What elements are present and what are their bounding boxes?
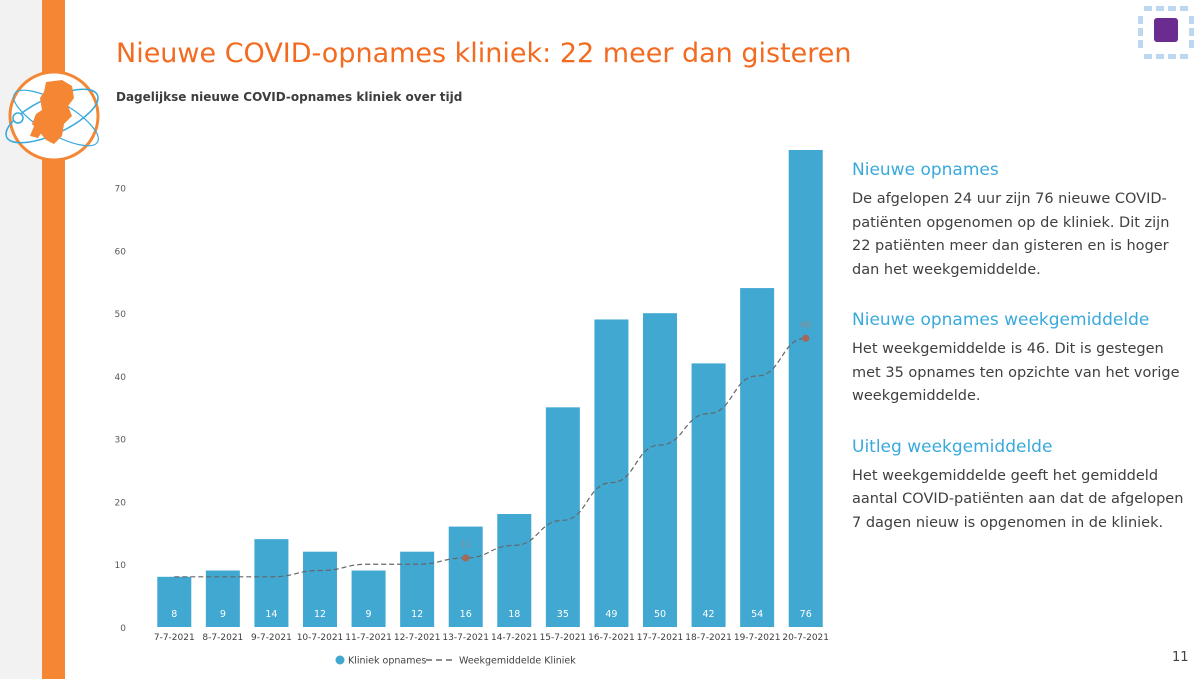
y-tick-label: 30 bbox=[115, 436, 127, 446]
bar-value-label: 9 bbox=[366, 609, 372, 620]
bar bbox=[254, 539, 289, 627]
y-tick-label: 70 bbox=[115, 185, 127, 195]
bar-value-label: 54 bbox=[751, 609, 763, 620]
bar-value-label: 8 bbox=[171, 609, 177, 620]
grid-square-logo-icon bbox=[1138, 6, 1194, 59]
bar bbox=[303, 551, 337, 627]
bar-value-label: 42 bbox=[703, 609, 715, 620]
x-tick-label: 15-7-2021 bbox=[540, 633, 587, 643]
bar-value-label: 12 bbox=[411, 609, 423, 620]
section-heading: Nieuwe opnames bbox=[852, 160, 999, 180]
bar bbox=[351, 570, 386, 627]
bar-value-label: 16 bbox=[460, 609, 472, 620]
y-tick-label: 10 bbox=[115, 561, 127, 571]
bar bbox=[497, 514, 532, 627]
explanation-panel: Nieuwe opnames De afgelopen 24 uur zijn … bbox=[852, 160, 1192, 563]
section-body: Het weekgemiddelde is 46. Dit is gestege… bbox=[852, 341, 1180, 404]
bar-value-label: 18 bbox=[508, 609, 520, 620]
x-tick-label: 7-7-2021 bbox=[154, 633, 195, 643]
average-point-marker bbox=[462, 554, 470, 562]
bar-value-label: 76 bbox=[800, 609, 812, 620]
chart-subtitle: Dagelijkse nieuwe COVID-opnames kliniek … bbox=[116, 90, 463, 104]
bar-value-label: 49 bbox=[605, 609, 617, 620]
x-tick-label: 19-7-2021 bbox=[734, 633, 781, 643]
average-point-marker bbox=[802, 334, 810, 342]
x-tick-label: 20-7-2021 bbox=[782, 633, 829, 643]
section-body: De afgelopen 24 uur zijn 76 nieuwe COVID… bbox=[852, 191, 1170, 278]
admissions-chart: 0 10 20 30 40 50 60 70 8 9 14 12 9 12 16 18 35 49 50 42 54 7… bbox=[115, 150, 829, 667]
average-line-series: 11 46 bbox=[174, 320, 812, 578]
x-tick-label: 18-7-2021 bbox=[685, 633, 732, 643]
legend-bar-swatch bbox=[335, 655, 345, 665]
average-point-label: 46 bbox=[800, 320, 812, 330]
section-week-average: Nieuwe opnames weekgemiddelde Het weekge… bbox=[852, 310, 1192, 409]
y-tick-label: 20 bbox=[115, 498, 127, 508]
bar-series: 8 9 14 12 9 12 16 18 35 49 50 42 54 76 bbox=[157, 150, 823, 627]
x-tick-label: 12-7-2021 bbox=[394, 633, 441, 643]
bar-value-label: 12 bbox=[314, 609, 326, 620]
bar bbox=[691, 363, 726, 627]
bar bbox=[740, 288, 775, 627]
x-tick-label: 13-7-2021 bbox=[442, 633, 489, 643]
left-orange-band bbox=[42, 0, 65, 679]
x-tick-label: 14-7-2021 bbox=[491, 633, 538, 643]
legend-label: Kliniek opnames bbox=[348, 656, 426, 667]
section-explanation: Uitleg weekgemiddelde Het weekgemiddelde… bbox=[852, 437, 1192, 536]
bar bbox=[788, 150, 823, 627]
y-tick-label: 60 bbox=[115, 247, 127, 257]
bar bbox=[594, 319, 629, 627]
x-tick-label: 11-7-2021 bbox=[345, 633, 392, 643]
bar bbox=[448, 526, 483, 627]
section-heading: Uitleg weekgemiddelde bbox=[852, 436, 1053, 457]
x-tick-label: 8-7-2021 bbox=[202, 633, 243, 643]
bar-value-label: 35 bbox=[557, 609, 569, 620]
chart-legend: Kliniek opnames Weekgemiddelde Kliniek bbox=[335, 655, 576, 667]
average-line bbox=[174, 337, 806, 578]
slide-title: Nieuwe COVID-opnames kliniek: 22 meer da… bbox=[116, 38, 852, 69]
average-point-label: 11 bbox=[460, 540, 471, 550]
x-axis: 7-7-2021 8-7-2021 9-7-2021 10-7-2021 11-7-20… bbox=[154, 633, 829, 643]
bar bbox=[157, 576, 192, 627]
x-tick-label: 16-7-2021 bbox=[588, 633, 635, 643]
bar-value-label: 9 bbox=[220, 609, 226, 620]
netherlands-map-orbit-icon bbox=[5, 70, 100, 162]
bar-value-label: 50 bbox=[654, 609, 666, 620]
y-tick-label: 40 bbox=[115, 373, 127, 383]
section-heading: Nieuwe opnames weekgemiddelde bbox=[852, 310, 1150, 330]
bar bbox=[205, 570, 240, 627]
x-tick-label: 9-7-2021 bbox=[251, 633, 292, 643]
bar bbox=[643, 313, 677, 627]
x-tick-label: 10-7-2021 bbox=[297, 633, 344, 643]
legend-label: Weekgemiddelde Kliniek bbox=[459, 656, 576, 667]
y-axis: 0 10 20 30 40 50 60 70 bbox=[115, 185, 127, 634]
y-tick-label: 50 bbox=[115, 310, 127, 320]
x-tick-label: 17-7-2021 bbox=[637, 633, 684, 643]
y-tick-label: 0 bbox=[120, 624, 126, 634]
page-number: 11 bbox=[1172, 650, 1189, 665]
bar-value-label: 14 bbox=[265, 609, 277, 620]
section-body: Het weekgemiddelde geeft het gemiddeld a… bbox=[852, 467, 1184, 531]
section-new-admissions: Nieuwe opnames De afgelopen 24 uur zijn … bbox=[852, 160, 1192, 282]
